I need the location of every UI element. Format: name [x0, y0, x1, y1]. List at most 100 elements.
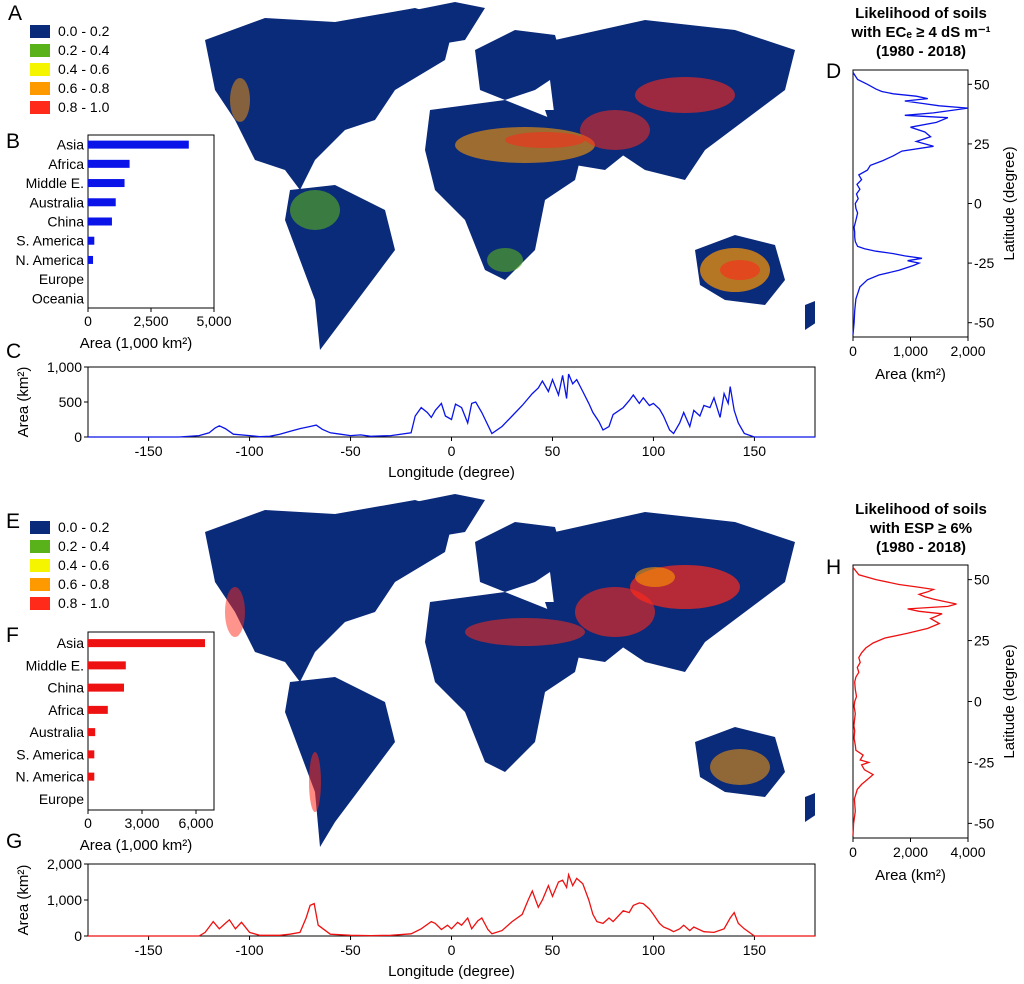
- y-axis-label: Area (km²): [15, 367, 32, 438]
- plot-frame: [87, 631, 215, 811]
- legend-swatch: [30, 44, 50, 57]
- x-tick-label: 150: [743, 942, 767, 958]
- bar-chart-b: Asia Africa Middle E. Australia China S. Amer…: [16, 134, 232, 352]
- bar: [88, 198, 116, 207]
- category-label: China: [47, 680, 84, 696]
- legend-swatch: [30, 63, 50, 76]
- category-label: Africa: [48, 156, 84, 172]
- category-label: Asia: [57, 137, 84, 153]
- x-tick-label: 6,000: [178, 815, 213, 831]
- panel-label-c: C: [6, 340, 22, 363]
- legend-swatch: [30, 82, 50, 95]
- bar: [88, 661, 126, 670]
- land-masses: [205, 494, 830, 847]
- map-bottom: [85, 492, 830, 862]
- bar: [88, 236, 95, 245]
- panel-label-h: H: [826, 556, 842, 579]
- bar-chart-f: Asia Middle E. China Africa Australia S. Amer…: [16, 631, 215, 854]
- legend-item: 0.2 - 0.4: [30, 41, 109, 60]
- legend-label: 0.0 - 0.2: [58, 519, 110, 535]
- x-tick-label: 0: [849, 343, 857, 359]
- series-line: [852, 566, 957, 836]
- category-label: N. America: [16, 252, 85, 268]
- x-tick-label: 2,000: [950, 343, 985, 359]
- map-top-svg: [205, 2, 830, 350]
- y-tick-label: 0: [74, 429, 82, 445]
- y-tick-label: 2,000: [47, 856, 82, 872]
- plot-frame: [87, 863, 816, 937]
- bar: [88, 728, 96, 737]
- legend-item: 0.0 - 0.2: [30, 518, 109, 537]
- legend-swatch: [30, 25, 50, 38]
- legend-label: 0.8 - 1.0: [58, 99, 110, 115]
- category-label: S. America: [16, 746, 84, 762]
- category-label: China: [47, 214, 84, 230]
- legend-item: 0.2 - 0.4: [30, 537, 109, 556]
- y-tick-label: 25: [974, 633, 990, 649]
- y-tick-label: -50: [974, 815, 994, 831]
- series-line: [88, 373, 815, 438]
- bar: [88, 140, 189, 149]
- legend-swatch: [30, 101, 50, 114]
- x-tick-label: 50: [545, 942, 561, 958]
- title-line: (1980 - 2018): [875, 43, 967, 60]
- legend-item: 0.4 - 0.6: [30, 556, 109, 575]
- bar: [88, 217, 112, 226]
- x-axis-label: Longitude (degree): [388, 963, 515, 980]
- legend-item: 0.6 - 0.8: [30, 575, 109, 594]
- panel-label-d: D: [826, 60, 842, 83]
- legend-item: 0.8 - 1.0: [30, 98, 109, 117]
- legend-label: 0.0 - 0.2: [58, 23, 110, 39]
- y-tick-label: 500: [59, 394, 83, 410]
- legend-label: 0.6 - 0.8: [58, 80, 110, 96]
- panel-label-b: B: [6, 130, 21, 153]
- legend-label: 0.6 - 0.8: [58, 576, 110, 592]
- panel-label-g: G: [6, 830, 23, 853]
- bar: [88, 159, 130, 168]
- category-label: Australia: [30, 724, 85, 740]
- category-label: Middle E.: [26, 175, 84, 191]
- legend-top: 0.0 - 0.2 0.2 - 0.4 0.4 - 0.6 0.6 - 0.8 …: [30, 22, 109, 117]
- legend-swatch: [30, 578, 50, 591]
- x-tick-label: -150: [135, 443, 163, 459]
- x-tick-label: -100: [236, 942, 264, 958]
- y-tick-label: -25: [974, 754, 994, 770]
- category-label: Europe: [39, 271, 84, 287]
- y-tick-label: 50: [974, 76, 990, 92]
- title-line: with ESP ≥ 6%: [869, 520, 973, 537]
- legend-item: 0.6 - 0.8: [30, 79, 109, 98]
- y-tick-label: 0: [74, 928, 82, 944]
- x-tick-label: -150: [135, 942, 163, 958]
- x-tick-label: 4,000: [950, 844, 985, 860]
- y-tick-label: 50: [974, 572, 990, 588]
- legend-item: 0.0 - 0.2: [30, 22, 109, 41]
- title-line: with ECₑ ≥ 4 dS m⁻¹: [851, 24, 991, 41]
- legend-item: 0.4 - 0.6: [30, 60, 109, 79]
- map-bottom-svg: [205, 494, 830, 847]
- x-tick-label: 0: [448, 443, 456, 459]
- title-line: Likelihood of soils: [855, 501, 987, 518]
- bar: [88, 750, 95, 759]
- x-axis-label: Area (km²): [875, 366, 946, 383]
- legend-swatch: [30, 540, 50, 553]
- bar: [88, 683, 124, 692]
- y-tick-label: 1,000: [47, 892, 82, 908]
- x-tick-label: 0: [448, 942, 456, 958]
- legend-bottom: 0.0 - 0.2 0.2 - 0.4 0.4 - 0.6 0.6 - 0.8 …: [30, 518, 109, 613]
- y-tick-label: 25: [974, 136, 990, 152]
- x-tick-label: 2,500: [133, 313, 168, 329]
- x-tick-label: 0: [84, 313, 92, 329]
- x-tick-label: 0: [849, 844, 857, 860]
- category-label: N. America: [16, 769, 85, 785]
- line-chart-g: -150 -100 -50 0 50 100 150 0 1,000 2,000 Longitude…: [15, 856, 816, 980]
- legend-label: 0.8 - 1.0: [58, 595, 110, 611]
- plot-frame: [87, 366, 816, 438]
- y-axis-label: Latitude (degree): [1001, 644, 1018, 758]
- legend-label: 0.2 - 0.4: [58, 42, 110, 58]
- x-tick-label: -50: [340, 443, 360, 459]
- x-tick-label: 2,000: [893, 844, 928, 860]
- category-label: S. America: [16, 233, 84, 249]
- category-label: Asia: [57, 635, 84, 651]
- x-tick-label: 5,000: [196, 313, 231, 329]
- legend-label: 0.4 - 0.6: [58, 61, 110, 77]
